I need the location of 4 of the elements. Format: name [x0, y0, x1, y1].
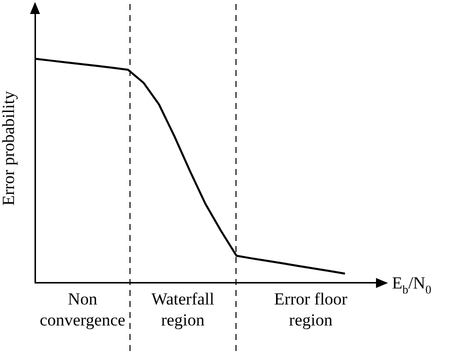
y-axis-title: Error probability — [0, 90, 18, 206]
text: Waterfall region — [151, 290, 215, 330]
text: Error floor region — [274, 290, 348, 330]
text: Non convergence — [40, 290, 126, 330]
